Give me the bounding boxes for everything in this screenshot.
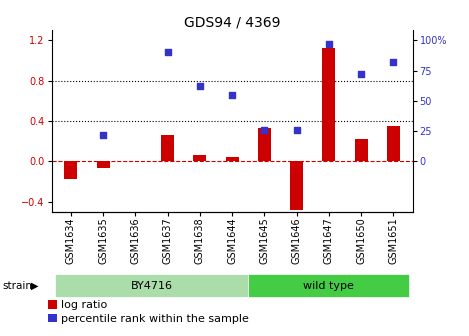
Point: [99, 132, 107, 137]
Text: BY4716: BY4716: [130, 281, 173, 291]
Point: [390, 59, 397, 65]
Bar: [322, 48, 335, 161]
Point: [196, 84, 204, 89]
Bar: [258, 128, 271, 161]
Point: [228, 92, 236, 97]
Point: [293, 127, 300, 132]
Legend: log ratio, percentile rank within the sample: log ratio, percentile rank within the sa…: [48, 300, 249, 324]
Bar: [290, 161, 303, 210]
Bar: [387, 126, 400, 161]
Point: [261, 127, 268, 132]
Title: GDS94 / 4369: GDS94 / 4369: [184, 15, 280, 29]
Text: ▶: ▶: [30, 281, 38, 291]
Text: strain: strain: [2, 281, 32, 291]
Text: wild type: wild type: [303, 281, 354, 291]
Bar: [161, 135, 174, 161]
Point: [164, 50, 171, 55]
Bar: [226, 157, 239, 161]
Point: [325, 41, 333, 47]
Point: [357, 72, 365, 77]
Bar: [64, 161, 77, 179]
Bar: [355, 139, 368, 161]
Bar: [97, 161, 110, 168]
Bar: [193, 155, 206, 161]
